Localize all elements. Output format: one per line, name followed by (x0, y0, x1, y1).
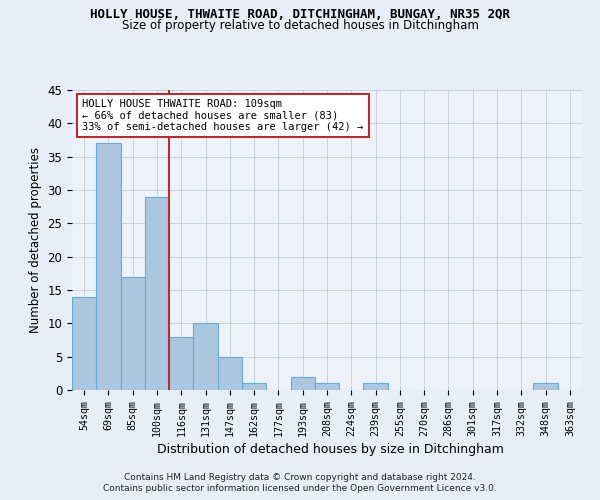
Text: Contains public sector information licensed under the Open Government Licence v3: Contains public sector information licen… (103, 484, 497, 493)
Bar (96, 144, 121, 390)
Bar (290, 376, 315, 390)
Text: Size of property relative to detached houses in Ditchingham: Size of property relative to detached ho… (122, 19, 478, 32)
Bar (169, 336, 193, 390)
Bar (72, 296, 96, 390)
Bar (533, 384, 558, 390)
Bar (315, 384, 339, 390)
Text: Contains HM Land Registry data © Crown copyright and database right 2024.: Contains HM Land Registry data © Crown c… (124, 472, 476, 482)
Text: Distribution of detached houses by size in Ditchingham: Distribution of detached houses by size … (157, 442, 503, 456)
Bar (193, 324, 218, 390)
Bar (218, 356, 242, 390)
Text: HOLLY HOUSE, THWAITE ROAD, DITCHINGHAM, BUNGAY, NR35 2QR: HOLLY HOUSE, THWAITE ROAD, DITCHINGHAM, … (90, 8, 510, 20)
Bar (121, 276, 145, 390)
Bar (364, 384, 388, 390)
Bar (242, 384, 266, 390)
Bar (145, 196, 169, 390)
Y-axis label: Number of detached properties: Number of detached properties (29, 147, 42, 333)
Text: HOLLY HOUSE THWAITE ROAD: 109sqm
← 66% of detached houses are smaller (83)
33% o: HOLLY HOUSE THWAITE ROAD: 109sqm ← 66% o… (82, 99, 364, 132)
